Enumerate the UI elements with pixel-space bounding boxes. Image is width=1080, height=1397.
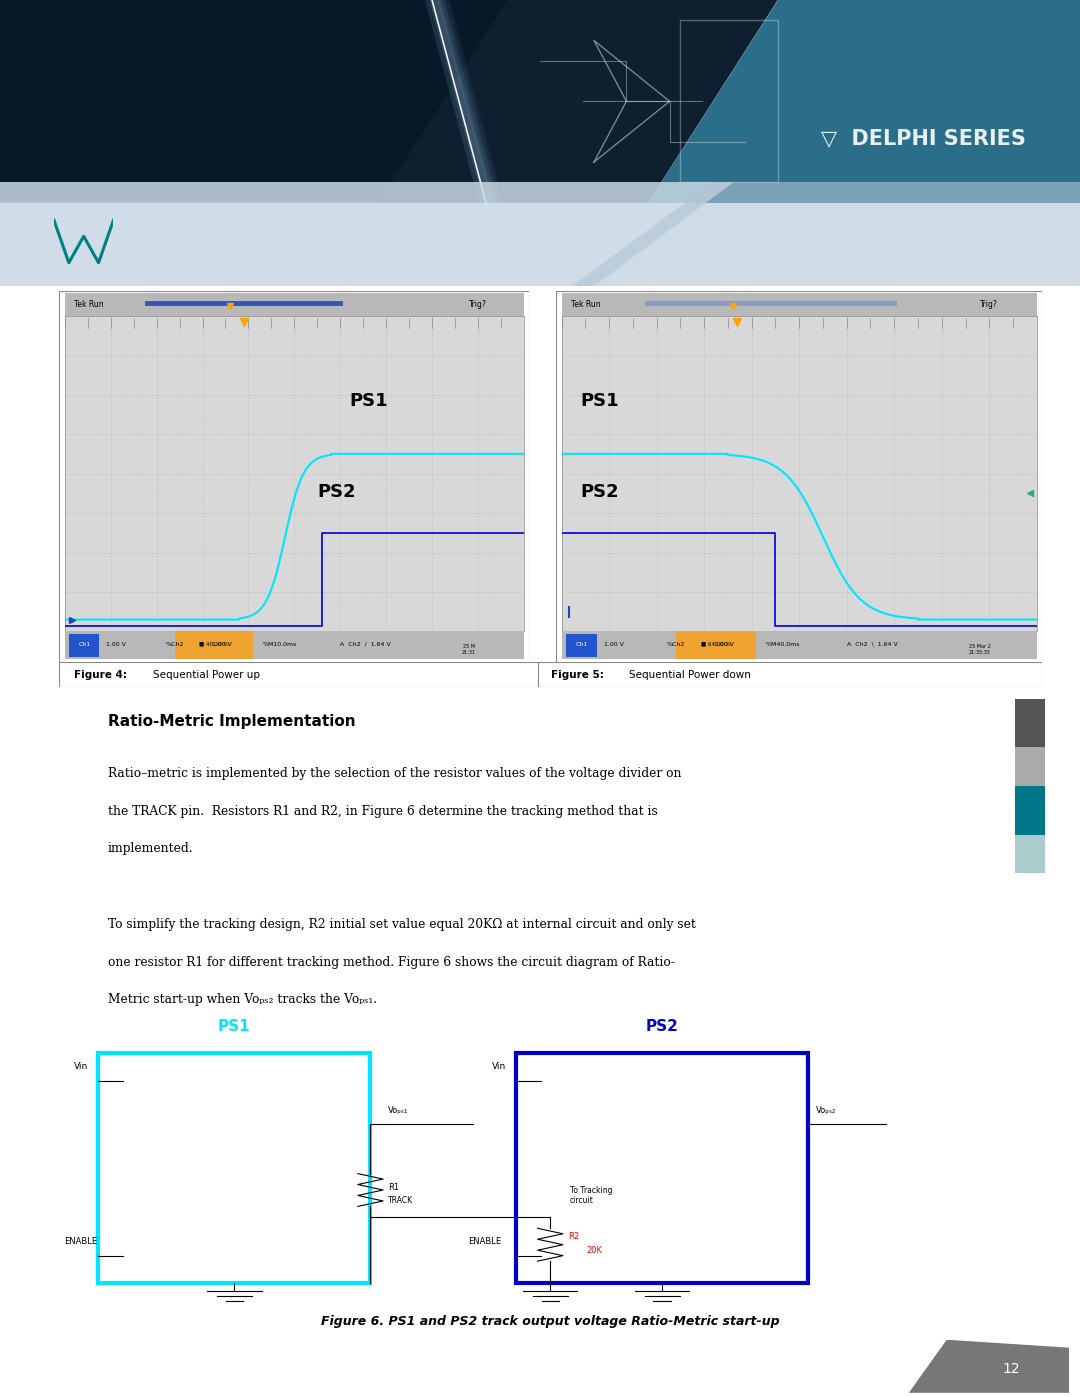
Bar [566,634,597,657]
Text: Sequential Power down: Sequential Power down [630,669,752,680]
Text: 12: 12 [1002,1362,1020,1376]
Text: ■ 40.20 %: ■ 40.20 % [199,641,229,647]
Text: Trig?: Trig? [980,300,998,309]
Text: 1.00 V: 1.00 V [605,641,624,647]
Text: PS1: PS1 [350,393,388,411]
Text: 1.00 V: 1.00 V [714,641,733,647]
Text: Ratio–metric is implemented by the selection of the resistor values of the volta: Ratio–metric is implemented by the selec… [108,767,681,780]
Text: ENABLE: ENABLE [469,1238,502,1246]
Text: PS1: PS1 [218,1018,251,1034]
Text: Figure 4:: Figure 4: [75,669,127,680]
Bar [1015,747,1045,785]
Bar [1015,785,1045,835]
Text: R1: R1 [388,1183,400,1192]
Text: Voₚₛ₂: Voₚₛ₂ [815,1106,836,1115]
Text: %Ch2: %Ch2 [666,641,685,647]
Text: To simplify the tracking design, R2 initial set value equal 20KΩ at internal cir: To simplify the tracking design, R2 init… [108,918,696,930]
Text: %M40.0ms: %M40.0ms [766,641,800,647]
Polygon shape [0,182,734,286]
Text: ▽  DELPHI SERIES: ▽ DELPHI SERIES [821,127,1026,148]
Text: ■ 64.00 %: ■ 64.00 % [701,641,731,647]
Text: implemented.: implemented. [108,842,193,855]
Bar [69,634,99,657]
Polygon shape [0,0,778,203]
Text: %Ch2: %Ch2 [165,641,185,647]
Text: Ch1: Ch1 [79,641,91,647]
Text: PS1: PS1 [581,393,619,411]
Bar [1015,698,1045,747]
Text: 1.00 V: 1.00 V [106,641,126,647]
Text: Sequential Power up: Sequential Power up [152,669,260,680]
Text: Voₚₛ₁: Voₚₛ₁ [388,1106,408,1115]
Text: Trig?: Trig? [469,300,487,309]
Polygon shape [648,0,1080,203]
Text: PS2: PS2 [581,483,619,502]
Text: 1.00 V: 1.00 V [212,641,231,647]
Text: TRACK: TRACK [388,1196,413,1206]
Bar [1015,835,1045,873]
Text: one resistor R1 for different tracking method. Figure 6 shows the circuit diagra: one resistor R1 for different tracking m… [108,956,675,968]
Bar [676,631,756,659]
Text: 25 M
21:31: 25 M 21:31 [461,644,476,655]
Text: A  Ch2  /  1.64 V: A Ch2 / 1.64 V [340,641,391,647]
Bar [175,631,253,659]
Text: Vin: Vin [73,1062,87,1071]
Text: Ch1: Ch1 [576,641,589,647]
Text: PS2: PS2 [646,1018,678,1034]
Text: Figure 5:: Figure 5: [551,669,604,680]
Text: Tek Run: Tek Run [73,300,104,309]
Text: the TRACK pin.  Resistors R1 and R2, in Figure 6 determine the tracking method t: the TRACK pin. Resistors R1 and R2, in F… [108,805,658,817]
Text: Figure 6. PS1 and PS2 track output voltage Ratio-Metric start-up: Figure 6. PS1 and PS2 track output volta… [322,1315,780,1329]
Text: To Tracking
circuit: To Tracking circuit [570,1186,612,1206]
Polygon shape [572,182,1080,286]
Text: 20K: 20K [586,1246,603,1255]
Text: ENABLE: ENABLE [64,1238,97,1246]
Text: Metric start-up when Voₚₛ₂ tracks the Voₚₛ₁.: Metric start-up when Voₚₛ₂ tracks the Vo… [108,993,377,1006]
Text: PS2: PS2 [318,483,356,502]
Text: Ratio-Metric Implementation: Ratio-Metric Implementation [108,714,355,729]
Text: Vin: Vin [491,1062,505,1071]
Bar [516,1053,808,1282]
Bar [98,1053,370,1282]
Text: R2: R2 [568,1232,579,1241]
Text: A  Ch2  \  1.64 V: A Ch2 \ 1.64 V [847,641,897,647]
Polygon shape [909,1340,1069,1393]
Text: Tek Run: Tek Run [571,300,600,309]
Text: %M10.0ms: %M10.0ms [262,641,297,647]
Polygon shape [378,0,778,203]
Text: 25 Mar 2
21:35:35: 25 Mar 2 21:35:35 [969,644,990,655]
